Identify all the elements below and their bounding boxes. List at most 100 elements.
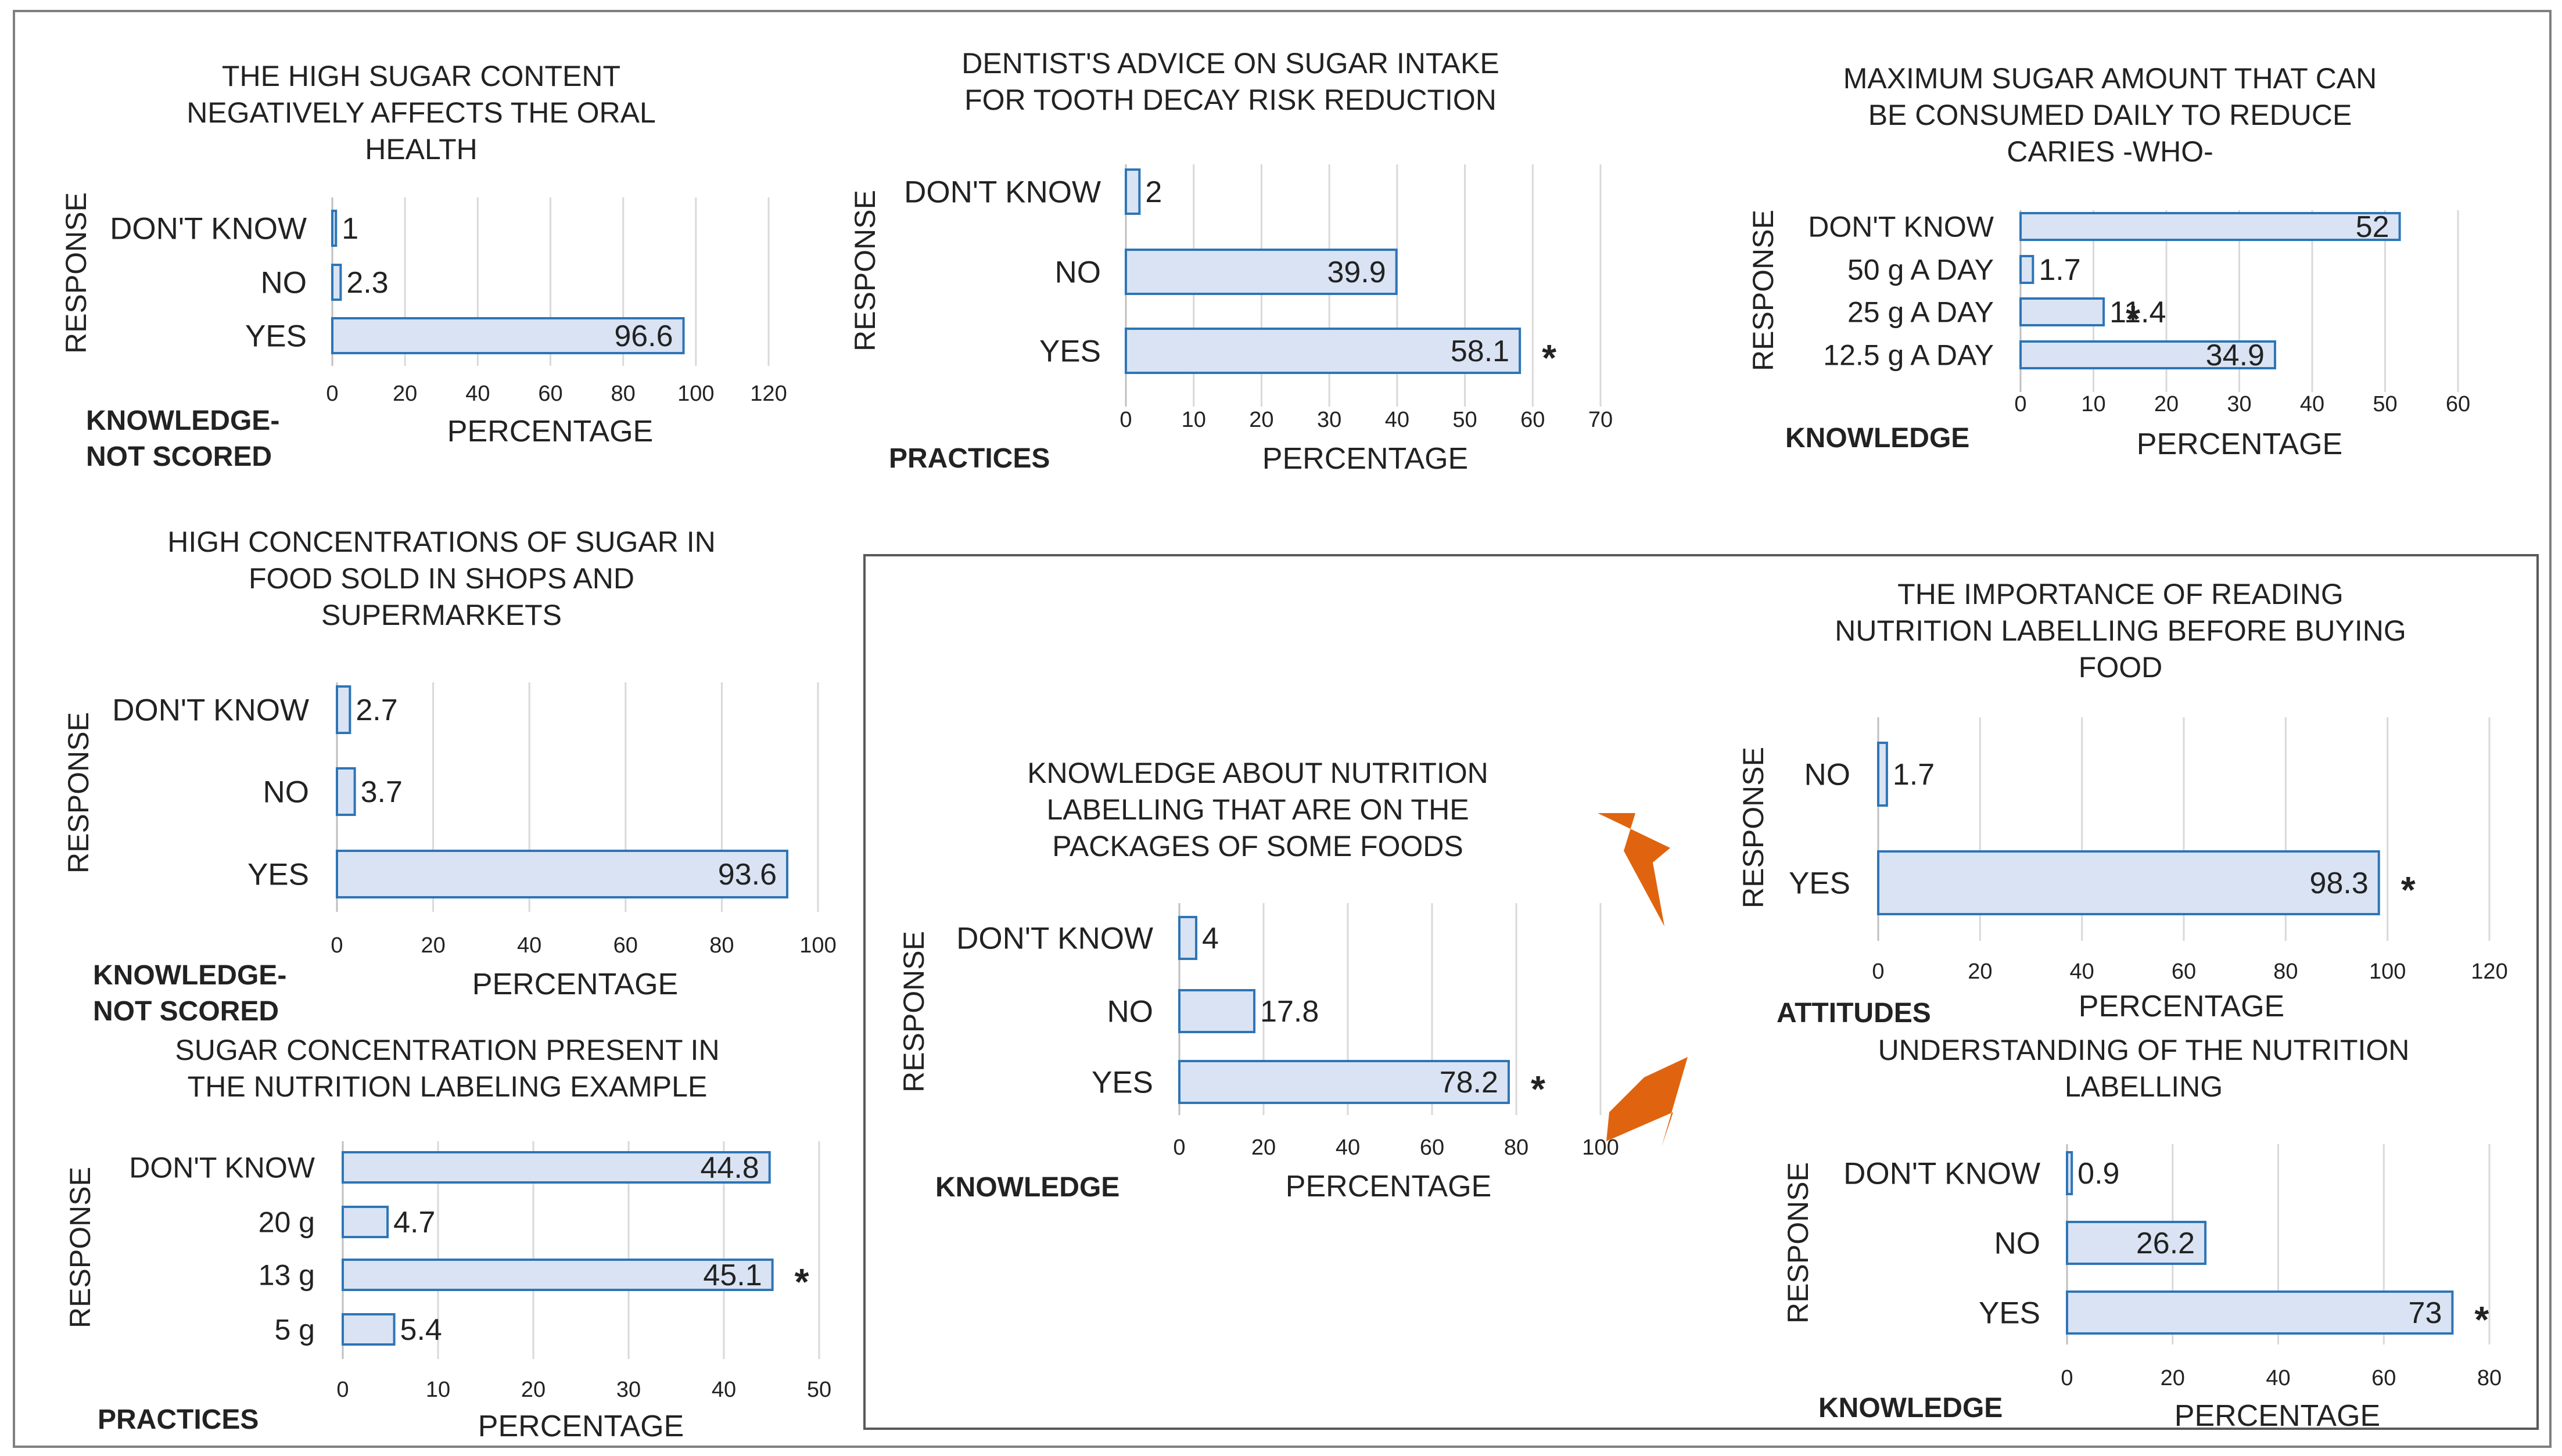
chart-title: PACKAGES OF SOME FOODS <box>1052 830 1463 862</box>
x-tick-label: 30 <box>616 1378 641 1402</box>
x-tick-label: 50 <box>2373 392 2397 416</box>
x-tick-label: 120 <box>2471 959 2507 984</box>
chart-title: LABELLING <box>2065 1070 2223 1103</box>
y-tick-label: DON'T KNOW <box>112 693 309 728</box>
x-tick-label: 0 <box>1872 959 1884 984</box>
x-tick-label: 60 <box>1520 408 1545 432</box>
x-tick-label: 60 <box>1420 1135 1444 1160</box>
y-tick-label: NO <box>261 266 307 300</box>
correct-answer-marker: * <box>2126 298 2140 340</box>
y-tick-label: 20 g <box>259 1206 315 1239</box>
chart-panel-dentist-advice: DENTIST'S ADVICE ON SUGAR INTAKE FOR TOOT… <box>849 47 1613 476</box>
y-axis-label: RESPONSE <box>1747 210 1779 371</box>
x-tick-label: 0 <box>2061 1366 2073 1390</box>
category-label: KNOWLEDGE- <box>86 405 279 436</box>
x-axis-label: PERCENTAGE <box>2137 427 2342 461</box>
x-tick-label: 0 <box>336 1378 349 1402</box>
chart-title: SUGAR CONCENTRATION PRESENT IN <box>175 1034 719 1066</box>
y-tick-label: 12.5 g A DAY <box>1823 339 1994 372</box>
data-label: 11.4 <box>2109 296 2166 329</box>
y-tick-label: DON'T KNOW <box>1843 1157 2040 1191</box>
chart-title: LABELLING THAT ARE ON THE <box>1046 793 1469 826</box>
x-tick-label: 10 <box>426 1378 450 1402</box>
chart-title: MAXIMUM SUGAR AMOUNT THAT CAN <box>1843 62 2377 95</box>
x-tick-label: 40 <box>2070 959 2094 984</box>
bar <box>1178 916 1197 960</box>
x-axis-label: PERCENTAGE <box>478 1410 684 1443</box>
y-tick-label: 50 g A DAY <box>1847 254 1994 286</box>
x-tick-label: 50 <box>807 1378 831 1402</box>
bar <box>1125 328 1522 374</box>
figure-frame <box>13 10 2552 1448</box>
correct-answer-marker: * <box>795 1261 809 1303</box>
data-label: 73 <box>2409 1296 2442 1330</box>
bar <box>342 1313 396 1346</box>
data-label: 44.8 <box>701 1151 759 1185</box>
bar <box>331 317 685 354</box>
x-axis-label: PERCENTAGE <box>1286 1170 1491 1203</box>
x-tick-label: 40 <box>517 933 541 958</box>
data-label: 2.7 <box>356 693 397 727</box>
data-label: 1.7 <box>2039 253 2080 287</box>
chart-title: BE CONSUMED DAILY TO REDUCE <box>1868 99 2352 131</box>
x-tick-label: 60 <box>2446 392 2470 416</box>
x-tick-label: 120 <box>750 382 787 406</box>
bar <box>2066 1290 2454 1335</box>
bar <box>1178 989 1256 1033</box>
chart-panel-importance-reading-labelling: THE IMPORTANCE OF READING NUTRITION LABEL… <box>1737 578 2508 1029</box>
bar <box>1877 742 1888 807</box>
chart-title: UNDERSTANDING OF THE NUTRITION <box>1878 1034 2410 1066</box>
y-axis-label: RESPONSE <box>898 931 930 1092</box>
x-axis-label: PERCENTAGE <box>447 415 653 448</box>
data-label: 2 <box>1145 175 1162 209</box>
y-tick-label: DON'T KNOW <box>1808 211 1994 243</box>
category-label: PRACTICES <box>889 443 1050 474</box>
x-tick-label: 0 <box>1119 408 1132 432</box>
bar <box>2019 255 2034 284</box>
y-tick-label: NO <box>263 775 310 810</box>
x-tick-label: 40 <box>712 1378 736 1402</box>
y-axis-label: RESPONSE <box>62 712 95 873</box>
correct-answer-marker: * <box>2474 1299 2489 1340</box>
category-label: NOT SCORED <box>86 441 272 472</box>
y-tick-label: DON'T KNOW <box>129 1152 315 1184</box>
chart-panel-max-sugar-who: MAXIMUM SUGAR AMOUNT THAT CAN BE CONSUMED… <box>1747 62 2470 461</box>
bar <box>342 1206 389 1238</box>
y-tick-label: 25 g A DAY <box>1847 296 1994 329</box>
y-axis-label: RESPONSE <box>1782 1162 1814 1324</box>
bar <box>331 264 342 301</box>
x-axis-label: PERCENTAGE <box>472 968 678 1001</box>
x-tick-label: 80 <box>2477 1366 2502 1390</box>
x-tick-label: 20 <box>2161 1366 2185 1390</box>
x-tick-label: 20 <box>521 1378 546 1402</box>
data-label: 78.2 <box>1440 1066 1498 1099</box>
data-label: 96.6 <box>614 319 673 353</box>
bar <box>2019 340 2276 369</box>
chart-title: THE HIGH SUGAR CONTENT <box>222 60 620 92</box>
x-axis-label: PERCENTAGE <box>2175 1399 2380 1433</box>
bar <box>342 1151 771 1184</box>
data-label: 1.7 <box>1893 758 1935 792</box>
category-label: ATTITUDES <box>1777 998 1931 1029</box>
bar <box>2066 1151 2073 1195</box>
category-label: KNOWLEDGE <box>1818 1393 2003 1423</box>
y-tick-label: YES <box>1039 335 1101 369</box>
chart-title: DENTIST'S ADVICE ON SUGAR INTAKE <box>961 47 1499 80</box>
chart-title: SUPERMARKETS <box>321 599 562 631</box>
category-label: NOT SCORED <box>93 996 279 1027</box>
data-label: 52 <box>2356 210 2389 244</box>
x-tick-label: 0 <box>1173 1135 1185 1160</box>
y-tick-label: DON'T KNOW <box>110 212 307 246</box>
y-tick-label: NO <box>1804 758 1851 792</box>
data-label: 0.9 <box>2077 1157 2119 1191</box>
category-label: KNOWLEDGE <box>935 1172 1119 1203</box>
y-tick-label: 5 g <box>274 1314 315 1346</box>
data-label: 5.4 <box>400 1313 442 1347</box>
category-label: KNOWLEDGE <box>1785 423 1969 454</box>
x-tick-label: 40 <box>1336 1135 1360 1160</box>
data-label: 34.9 <box>2206 339 2265 372</box>
bar <box>336 767 356 816</box>
x-tick-label: 50 <box>1452 408 1477 432</box>
bar <box>342 1259 774 1291</box>
chart-title: NUTRITION LABELLING BEFORE BUYING <box>1835 614 2406 647</box>
